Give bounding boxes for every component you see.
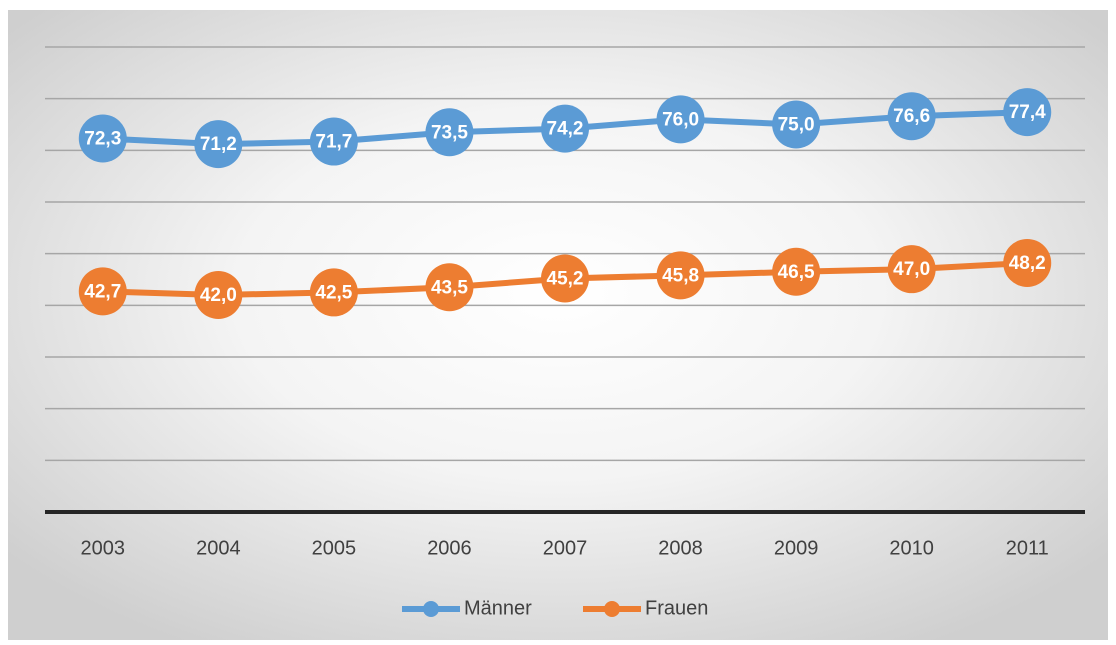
data-label: 46,5 bbox=[778, 262, 815, 283]
data-point bbox=[194, 120, 243, 169]
data-point bbox=[541, 104, 589, 153]
data-label: 77,4 bbox=[1009, 102, 1046, 123]
data-point bbox=[194, 271, 243, 319]
data-label: 71,2 bbox=[200, 134, 237, 155]
data-label: 47,0 bbox=[893, 259, 930, 280]
data-label: 74,2 bbox=[547, 119, 584, 140]
data-label: 42,0 bbox=[200, 285, 237, 306]
data-label: 72,3 bbox=[84, 128, 121, 149]
legend-marker bbox=[423, 601, 439, 617]
data-point bbox=[887, 92, 936, 141]
x-tick-label: 2004 bbox=[196, 537, 241, 559]
data-label: 73,5 bbox=[431, 122, 468, 143]
data-point bbox=[309, 268, 358, 317]
x-tick-label: 2008 bbox=[658, 537, 703, 559]
data-point bbox=[887, 245, 936, 294]
data-label: 76,0 bbox=[662, 109, 699, 130]
data-label: 71,7 bbox=[315, 132, 352, 153]
x-tick-label: 2007 bbox=[543, 537, 588, 559]
data-point bbox=[772, 247, 821, 296]
data-point bbox=[78, 267, 127, 316]
data-point bbox=[1003, 88, 1052, 137]
data-point bbox=[656, 95, 705, 144]
data-label: 45,8 bbox=[662, 265, 699, 286]
data-label: 48,2 bbox=[1009, 253, 1046, 274]
data-label: 43,5 bbox=[431, 277, 468, 298]
x-tick-label: 2011 bbox=[1006, 537, 1049, 559]
legend-marker bbox=[604, 601, 620, 617]
data-point bbox=[656, 251, 705, 300]
data-label: 45,2 bbox=[547, 268, 584, 289]
data-label: 75,0 bbox=[778, 115, 815, 136]
legend-label: Frauen bbox=[645, 597, 708, 619]
data-label: 42,7 bbox=[84, 281, 121, 302]
data-point bbox=[772, 100, 821, 149]
x-tick-label: 2003 bbox=[81, 537, 126, 559]
legend-label: Männer bbox=[464, 597, 532, 619]
x-tick-label: 2006 bbox=[427, 537, 472, 559]
data-point bbox=[309, 117, 358, 166]
data-point bbox=[425, 108, 474, 157]
data-point bbox=[78, 114, 127, 163]
data-point bbox=[1003, 238, 1052, 287]
data-point bbox=[541, 254, 589, 303]
x-tick-label: 2010 bbox=[889, 537, 934, 559]
x-tick-label: 2009 bbox=[774, 537, 819, 559]
data-label: 76,6 bbox=[893, 106, 930, 127]
x-tick-label: 2005 bbox=[312, 537, 357, 559]
data-point bbox=[425, 263, 474, 312]
data-label: 42,5 bbox=[315, 282, 352, 303]
